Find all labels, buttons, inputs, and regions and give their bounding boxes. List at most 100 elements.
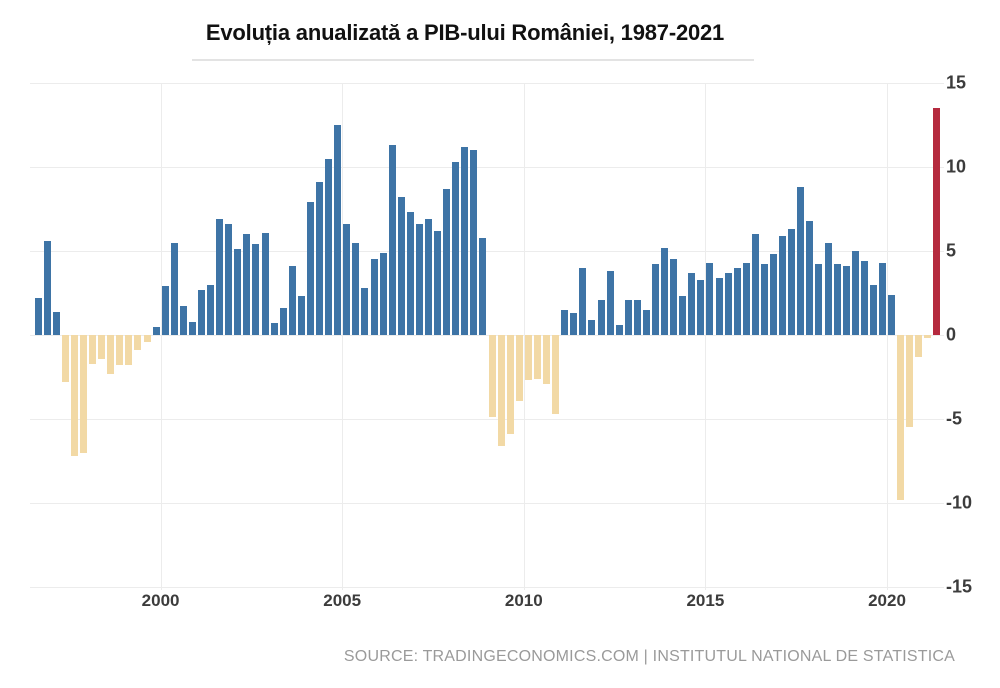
- bar-2013Q1: [633, 299, 641, 335]
- bar-1999Q3: [143, 335, 151, 342]
- x-axis-label-2010: 2010: [504, 591, 543, 610]
- bar-1998Q2: [98, 335, 106, 359]
- bar-2003Q1: [270, 323, 278, 335]
- bar-2004Q4: [334, 125, 342, 335]
- bar-2002Q2: [243, 234, 251, 335]
- gridline-v-2015: [705, 83, 707, 590]
- bar-2001Q1: [197, 289, 205, 335]
- y-axis-label--10: -10: [946, 492, 973, 513]
- y-axis-label--5: -5: [946, 408, 963, 429]
- y-axis-label-15: 15: [946, 72, 967, 93]
- bar-2004Q1: [306, 202, 314, 335]
- bar-2019Q1: [851, 251, 859, 335]
- bar-2015Q4: [733, 267, 741, 335]
- bar-2017Q3: [797, 187, 805, 335]
- bar-2012Q1: [597, 299, 605, 335]
- bar-2004Q2: [316, 182, 323, 335]
- bar-2014Q4: [697, 279, 705, 335]
- gridline-v-2005: [342, 83, 344, 590]
- bar-2015Q3: [724, 272, 732, 335]
- bar-1997Q1: [52, 311, 60, 335]
- bar-2003Q3: [288, 266, 296, 335]
- bar-2006Q3: [397, 197, 405, 335]
- gridline-h--15: [30, 587, 944, 588]
- x-axis-label-2000: 2000: [141, 591, 180, 610]
- bar-2002Q4: [261, 232, 269, 335]
- bar-2001Q4: [225, 224, 233, 335]
- bar-2011Q3: [579, 267, 587, 335]
- bar-2005Q2: [352, 242, 360, 335]
- bar-2005Q1: [343, 224, 351, 335]
- bar-2007Q4: [443, 188, 451, 335]
- bar-2013Q4: [661, 247, 668, 335]
- bar-2000Q4: [188, 321, 196, 335]
- bar-2005Q4: [370, 259, 378, 335]
- bar-2002Q1: [234, 249, 242, 335]
- bar-1996Q4: [43, 240, 51, 335]
- bar-2012Q3: [615, 324, 623, 335]
- bar-2015Q2: [715, 277, 723, 335]
- bar-2018Q3: [833, 264, 841, 335]
- bar-2017Q4: [806, 220, 814, 335]
- bar-2004Q3: [325, 158, 333, 335]
- bar-2011Q2: [570, 313, 578, 335]
- bar-2012Q4: [624, 299, 632, 335]
- bar-2012Q2: [606, 271, 614, 335]
- bar-2019Q2: [860, 261, 868, 335]
- bar-2014Q1: [670, 259, 678, 335]
- bar-1999Q2: [134, 335, 142, 351]
- x-axis-label-2005: 2005: [323, 591, 362, 610]
- bar-2002Q3: [252, 244, 260, 335]
- title-underline: [192, 59, 754, 61]
- bar-1997Q2: [61, 335, 69, 382]
- bar-2020Q3: [906, 335, 914, 428]
- bar-1997Q3: [70, 335, 78, 456]
- bar-2018Q4: [842, 266, 850, 335]
- bar-2007Q1: [415, 224, 423, 335]
- bar-2015Q1: [706, 262, 714, 335]
- bar-2008Q2: [461, 146, 469, 335]
- bar-1999Q4: [152, 326, 160, 335]
- bar-2016Q4: [770, 254, 777, 335]
- bar-2000Q1: [161, 286, 169, 335]
- bar-2010Q3: [543, 335, 550, 384]
- bar-2001Q2: [207, 284, 214, 335]
- bar-2003Q2: [279, 308, 287, 335]
- bar-1998Q4: [116, 335, 124, 366]
- bar-2009Q3: [506, 335, 514, 435]
- bar-2017Q2: [788, 229, 796, 335]
- bar-2020Q2: [897, 335, 905, 500]
- bar-2008Q3: [470, 150, 478, 335]
- source-attribution: SOURCE: TRADINGECONOMICS.COM | INSTITUTU…: [343, 648, 955, 665]
- gridline-v-2010: [523, 83, 525, 590]
- x-axis-label-2015: 2015: [686, 591, 725, 610]
- bar-2020Q4: [915, 335, 923, 357]
- gridline-h-10: [30, 167, 944, 168]
- bar-2013Q3: [651, 264, 659, 335]
- bar-1998Q3: [107, 335, 115, 374]
- bar-2000Q2: [170, 242, 178, 335]
- bar-2021Q2: [933, 108, 941, 335]
- bar-2010Q2: [533, 335, 541, 379]
- gridline-h--5: [30, 419, 944, 420]
- gridline-v-2020: [887, 83, 888, 590]
- bar-1997Q4: [79, 335, 87, 453]
- bar-2006Q1: [379, 252, 387, 335]
- gridline-h-0: [30, 335, 944, 336]
- bar-2003Q4: [297, 296, 305, 335]
- bar-2018Q2: [824, 242, 832, 335]
- bar-2013Q2: [642, 309, 650, 335]
- bar-2009Q4: [515, 335, 523, 401]
- bar-2006Q2: [388, 145, 396, 335]
- y-axis-label-5: 5: [946, 240, 957, 261]
- bar-2019Q4: [878, 262, 886, 335]
- bar-2009Q1: [488, 335, 496, 418]
- gridline-h--10: [30, 503, 944, 504]
- bar-2011Q4: [588, 319, 596, 335]
- bar-2005Q3: [361, 288, 369, 335]
- bar-2016Q1: [742, 262, 750, 335]
- bar-2007Q2: [424, 219, 432, 335]
- bar-2014Q3: [688, 272, 696, 335]
- bar-2017Q1: [779, 235, 787, 335]
